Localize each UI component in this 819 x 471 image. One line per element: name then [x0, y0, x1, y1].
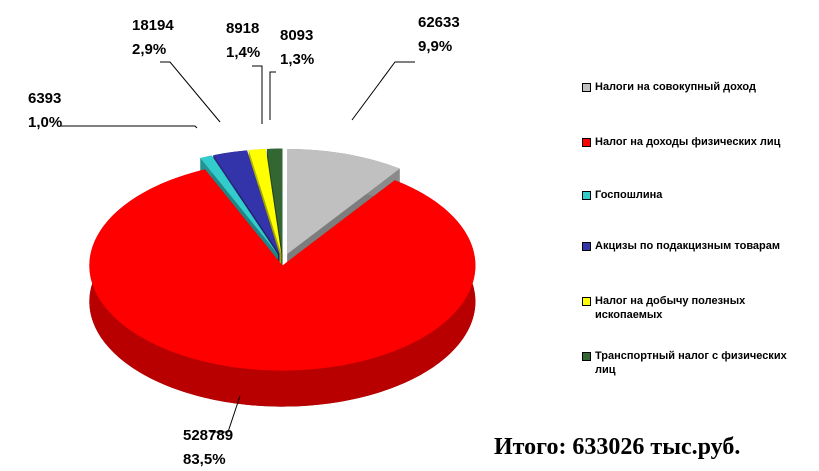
data-label: 18194	[132, 17, 174, 34]
legend-swatch	[582, 242, 591, 251]
data-label: 8918	[226, 20, 259, 37]
legend-text: Налог на доходы физических лиц	[595, 136, 781, 148]
slice-top	[248, 149, 282, 254]
legend-text: Налоги на совокупный доход	[595, 81, 756, 93]
leader-line	[60, 125, 198, 129]
data-label: 62633	[418, 14, 460, 31]
slice-top	[287, 149, 400, 255]
data-label: 8093	[280, 27, 313, 44]
legend-item: Налог на добычу полезных ископаемых	[582, 294, 807, 322]
legend-text: Транспортный налог с физических лиц	[595, 350, 787, 376]
percent-label: 83,5%	[183, 451, 226, 468]
slice-top	[200, 155, 278, 255]
leader-line	[269, 71, 276, 120]
leader-line	[160, 61, 221, 123]
slice-top	[89, 169, 476, 371]
legend-swatch	[582, 352, 591, 361]
total-label: Итого: 633026 тыс.руб.	[494, 434, 741, 460]
legend-item: Госпошлина	[582, 188, 807, 202]
legend-text: Налог на добычу полезных ископаемых	[595, 295, 746, 321]
legend-swatch	[582, 191, 591, 200]
slice-top	[266, 148, 283, 254]
legend-item: Налоги на совокупный доход	[582, 80, 807, 94]
percent-label: 1,0%	[28, 114, 62, 131]
legend-text: Госпошлина	[595, 189, 663, 201]
percent-label: 1,3%	[280, 51, 314, 68]
data-label: 528789	[183, 427, 233, 444]
legend-swatch	[582, 83, 591, 92]
percent-label: 9,9%	[418, 38, 452, 55]
legend-item: Акцизы по подакцизным товарам	[582, 239, 807, 253]
leader-line	[252, 65, 263, 124]
legend-item: Транспортный налог с физических лиц	[582, 349, 807, 377]
slice	[89, 169, 476, 407]
percent-label: 2,9%	[132, 41, 166, 58]
legend-text: Акцизы по подакцизным товарам	[595, 240, 781, 252]
legend-swatch	[582, 297, 591, 306]
data-label: 6393	[28, 90, 61, 107]
percent-label: 1,4%	[226, 44, 260, 61]
legend-swatch	[582, 138, 591, 147]
leader-line	[210, 395, 241, 433]
legend-item: Налог на доходы физических лиц	[582, 135, 807, 149]
slice-top	[213, 150, 280, 254]
leader-line	[351, 61, 415, 121]
